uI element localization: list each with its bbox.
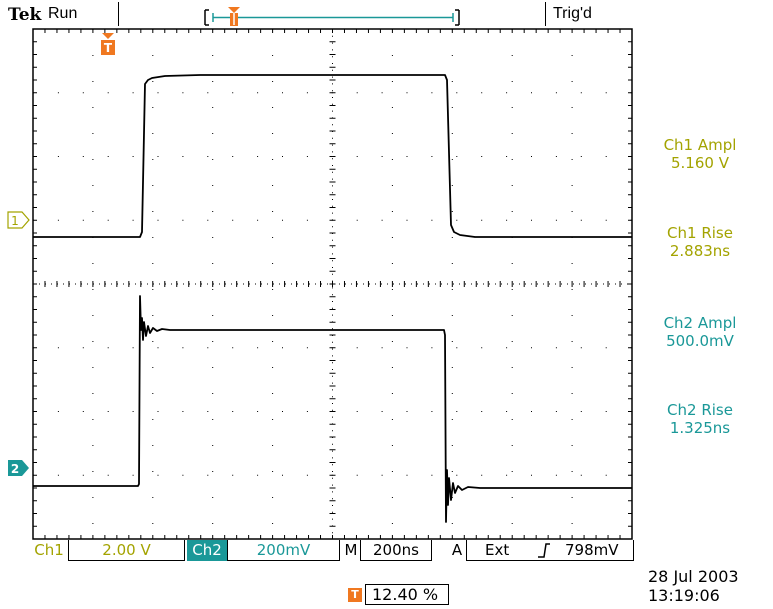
ch1-marker-label: 1 [11,214,19,228]
record-bar-graphic [204,7,460,26]
trigger-marker-box [101,40,115,55]
trigger-position-value: 12.40 % [365,584,449,605]
measurement-value: 1.325ns [669,419,731,437]
measurement-ch1-rise: Ch1 Rise 2.883ns [645,224,755,260]
ch2-label[interactable]: Ch2 [187,540,227,561]
divider [545,2,546,26]
ch1-label[interactable]: Ch1 [34,541,64,559]
measurement-label: Ch1 Rise [667,224,733,242]
ch2-scale[interactable]: 200mV [227,540,340,561]
measurement-label: Ch2 Rise [667,401,733,419]
brand-logo: Tek [8,5,42,25]
time-text: 13:19:06 [648,586,720,605]
trigger-icon: T [348,587,362,602]
record-position-bar[interactable] [203,7,461,29]
timestamp: 28 Jul 2003 13:19:06 [648,567,739,605]
trigger-marker-label: T [104,41,113,55]
rising-edge-icon [537,543,551,564]
measurement-label: Ch2 Ampl [663,314,737,332]
trigger-position-marker [102,33,114,39]
measurement-ch1-ampl: Ch1 Ampl 5.160 V [645,136,755,172]
settings-bar: Ch1 2.00 V Ch2 200mV M 200ns A Ext 798mV [30,540,634,562]
trigger-level: 798mV [565,541,619,559]
ch1-scale[interactable]: 2.00 V [68,540,185,561]
status-bar: Tek Run Trig'd [0,0,773,30]
timebase-label: M [344,541,358,559]
measurement-ch2-rise: Ch2 Rise 1.325ns [645,401,755,437]
trigger-settings[interactable]: Ext 798mV [466,540,634,561]
ch1-waveform [33,74,632,238]
waveform-display[interactable]: T 1 2 [0,0,773,560]
trigger-mode: A [451,541,463,559]
measurement-value: 500.0mV [666,332,734,350]
ch2-ground-marker [8,460,29,476]
trigger-state: Trig'd [553,5,592,22]
ch2-waveform [33,295,632,523]
measurement-ch2-ampl: Ch2 Ampl 500.0mV [645,314,755,350]
acquisition-state: Run [48,5,78,22]
trigger-position-readout[interactable]: T 12.40 % [348,584,449,605]
measurement-label: Ch1 Ampl [663,136,737,154]
date-text: 28 Jul 2003 [648,567,739,586]
ch2-marker-label: 2 [11,462,19,476]
measurement-value: 2.883ns [669,242,731,260]
measurement-value: 5.160 V [671,154,729,172]
ch1-ground-marker [7,211,30,229]
divider [118,2,119,26]
trigger-source: Ext [485,541,510,559]
timebase-value[interactable]: 200ns [360,540,432,561]
